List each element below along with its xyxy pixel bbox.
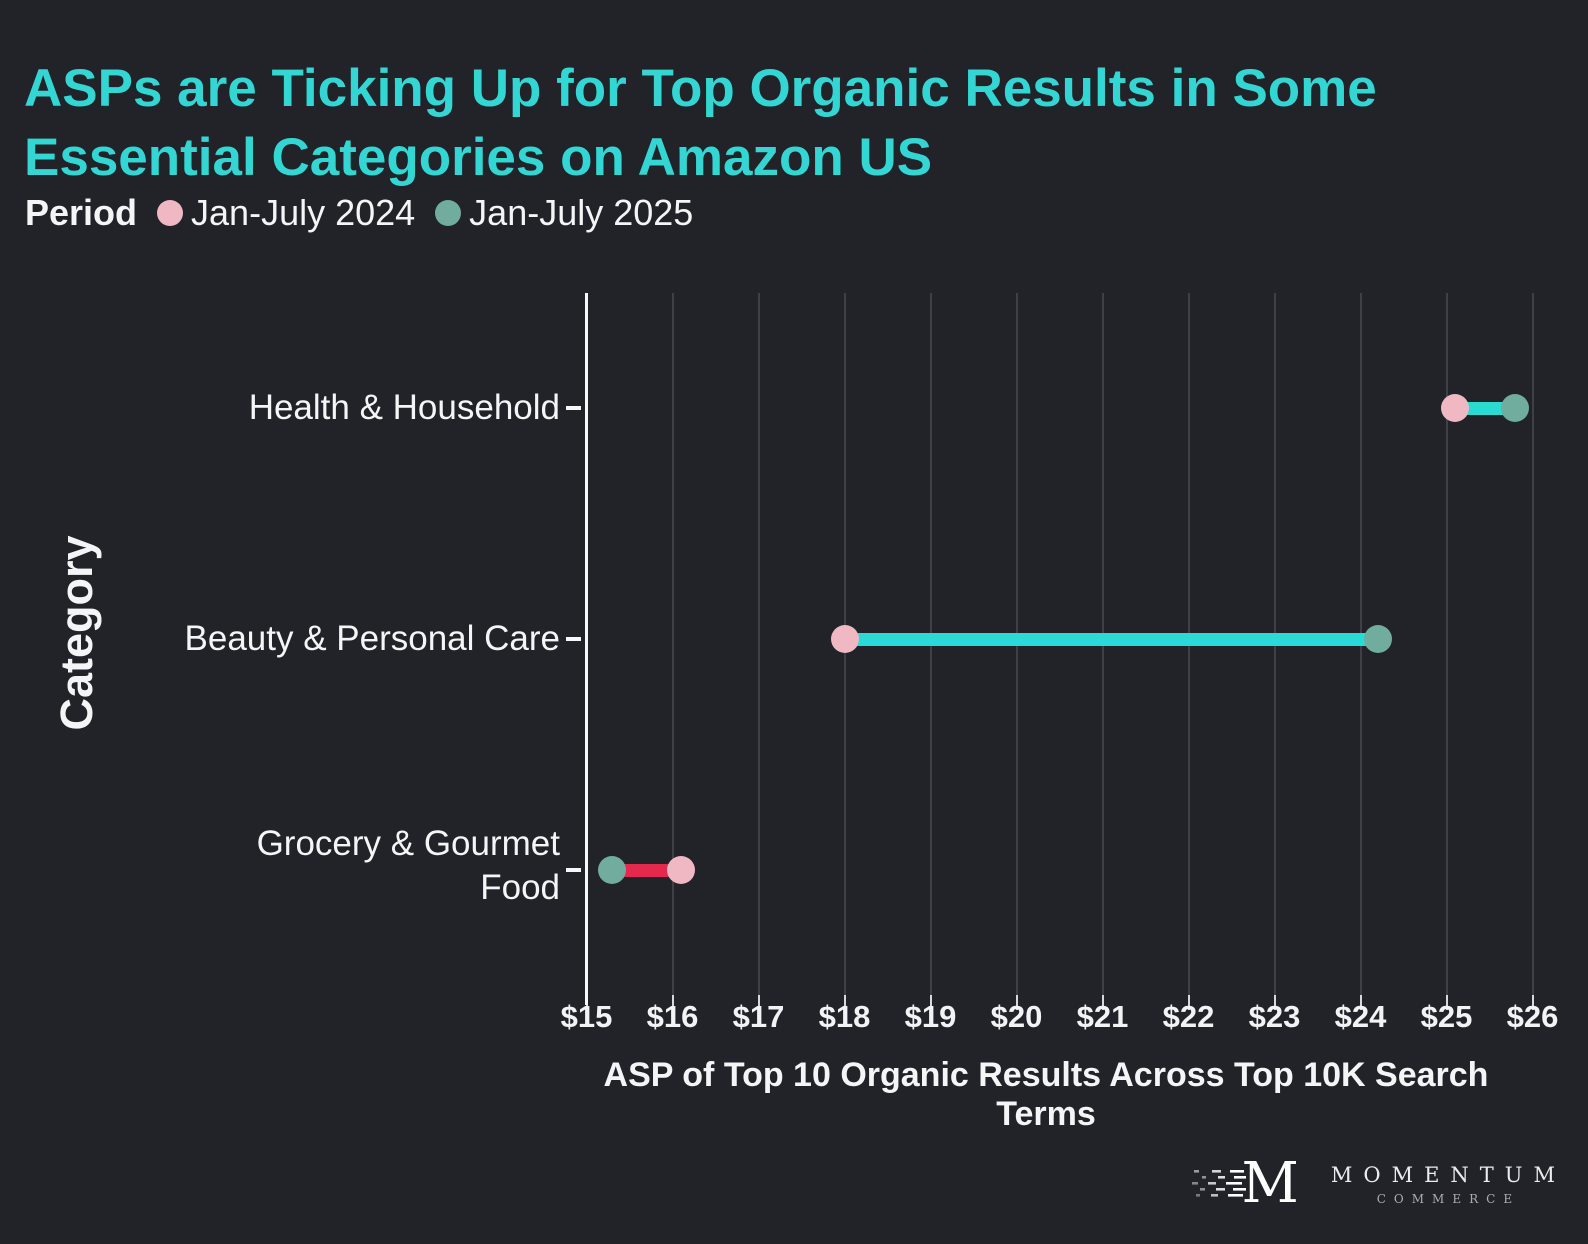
momentum-wordmark: MOMENTUM <box>1330 1162 1566 1187</box>
x-tick-label: $15 <box>560 999 613 1034</box>
legend-label-2025: Jan-July 2025 <box>469 192 694 233</box>
x-tick-label: $17 <box>732 999 785 1034</box>
x-tick-mark <box>1445 995 1448 1010</box>
y-tick-mark <box>566 868 581 872</box>
x-tick-mark <box>1359 995 1362 1010</box>
connector-decrease <box>612 863 682 877</box>
x-tick-label: $23 <box>1248 999 1301 1034</box>
x-tick-label: $16 <box>646 999 699 1034</box>
x-tick-mark <box>1273 995 1276 1010</box>
data-point-2024 <box>667 856 696 884</box>
x-tick-label: $22 <box>1162 999 1215 1034</box>
x-tick-mark <box>1531 995 1534 1010</box>
legend: Period Jan-July 2024 Jan-July 2025 <box>25 192 713 234</box>
x-tick-mark <box>929 995 932 1010</box>
gridline <box>671 293 674 995</box>
legend-title: Period <box>25 192 138 233</box>
gridline <box>757 293 760 995</box>
data-point-2025 <box>1363 625 1392 653</box>
momentum-logo-text: MOMENTUM COMMERCE <box>1331 1163 1566 1206</box>
y-axis-title: Category <box>51 535 102 731</box>
legend-dot-2025 <box>435 200 462 226</box>
gridline <box>1531 293 1534 995</box>
commerce-wordmark: COMMERCE <box>1376 1191 1521 1206</box>
data-point-2024 <box>830 625 859 653</box>
x-tick-label: $26 <box>1506 999 1559 1034</box>
x-tick-label: $19 <box>904 999 957 1034</box>
x-tick-label: $21 <box>1076 999 1129 1034</box>
x-tick-label: $25 <box>1420 999 1473 1034</box>
x-tick-mark <box>1101 995 1104 1010</box>
category-label-grocery-gourmet-food: Grocery & Gourmet Food <box>256 823 560 907</box>
connector-increase <box>1455 401 1516 415</box>
momentum-commerce-logo: M MOMENTUM COMMERCE <box>1191 1151 1566 1216</box>
data-point-2024 <box>1441 394 1470 422</box>
momentum-monogram: M <box>1241 1151 1299 1216</box>
x-tick-mark <box>1187 995 1190 1010</box>
y-tick-mark <box>566 637 581 641</box>
y-tick-mark <box>566 406 581 410</box>
data-point-2025 <box>598 856 627 884</box>
x-tick-mark <box>757 995 760 1010</box>
y-axis-line <box>585 293 588 1005</box>
category-label-health-household: Health & Household <box>248 387 560 427</box>
x-axis-title: ASP of Top 10 Organic Results Across Top… <box>603 1056 1489 1133</box>
x-tick-mark <box>671 995 674 1010</box>
legend-dot-2024 <box>157 200 184 226</box>
gridline <box>1445 293 1448 995</box>
x-tick-label: $20 <box>990 999 1043 1034</box>
data-point-2025 <box>1501 394 1530 422</box>
legend-item-2025: Jan-July 2025 <box>435 192 693 234</box>
connector-increase <box>844 632 1378 646</box>
x-tick-mark <box>1015 995 1018 1010</box>
speed-lines-icon <box>1191 1170 1246 1197</box>
x-tick-mark <box>843 995 846 1010</box>
momentum-logo-mark: M <box>1191 1151 1299 1216</box>
category-label-beauty-personal-care: Beauty & Personal Care <box>184 618 560 658</box>
legend-item-2024: Jan-July 2024 <box>157 192 415 234</box>
legend-label-2024: Jan-July 2024 <box>191 192 416 233</box>
x-tick-label: $18 <box>818 999 871 1034</box>
x-tick-label: $24 <box>1334 999 1387 1034</box>
chart-title: ASPs are Ticking Up for Top Organic Resu… <box>24 58 1377 187</box>
